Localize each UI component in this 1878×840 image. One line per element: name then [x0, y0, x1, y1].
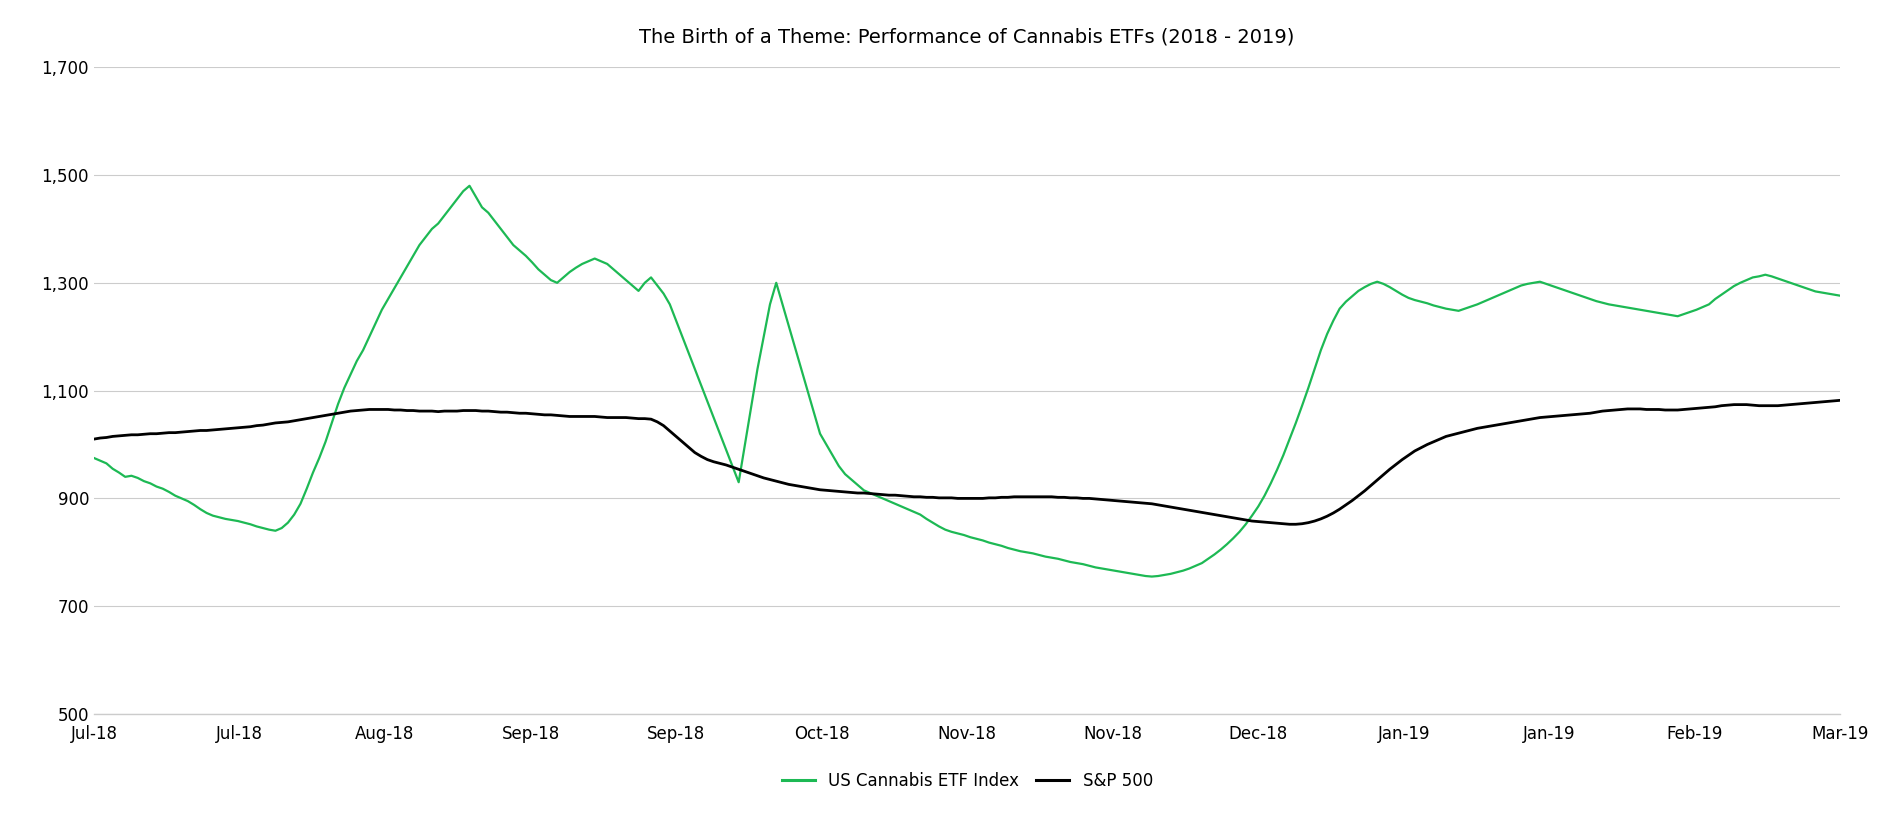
Title: The Birth of a Theme: Performance of Cannabis ETFs (2018 - 2019): The Birth of a Theme: Performance of Can… — [640, 27, 1294, 46]
Legend: US Cannabis ETF Index, S&P 500: US Cannabis ETF Index, S&P 500 — [776, 765, 1159, 796]
